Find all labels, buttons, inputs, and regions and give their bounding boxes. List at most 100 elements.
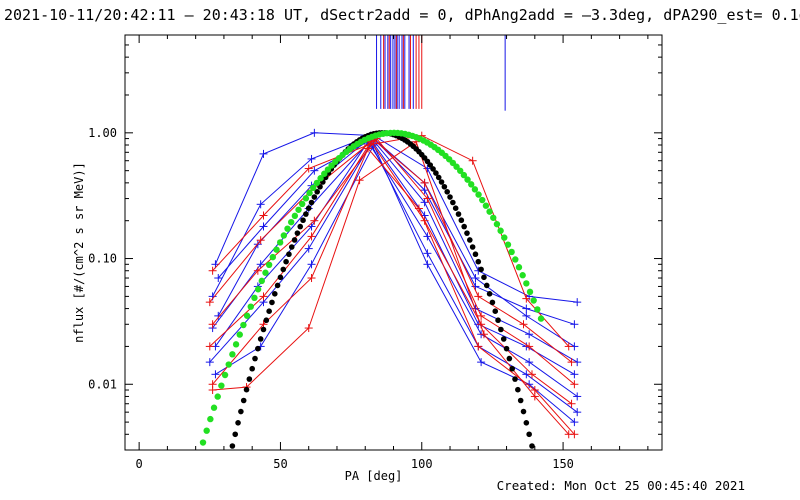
fit-point-black bbox=[444, 189, 451, 195]
fit-point-black bbox=[458, 217, 465, 224]
fit-point-green bbox=[199, 439, 207, 446]
data-point-red bbox=[355, 176, 364, 185]
fit-point-black bbox=[280, 266, 287, 273]
y-tick-label: 0.01 bbox=[88, 377, 117, 391]
fit-point-green bbox=[501, 234, 508, 241]
data-point-red bbox=[567, 399, 576, 408]
data-point-blue bbox=[471, 282, 480, 291]
fit-point-green bbox=[247, 303, 254, 310]
fit-point-black bbox=[450, 199, 456, 206]
x-tick-label: 50 bbox=[273, 457, 287, 471]
fit-point-black bbox=[277, 274, 284, 281]
data-point-blue bbox=[307, 260, 316, 269]
data-point-red bbox=[304, 164, 313, 173]
fit-point-black bbox=[455, 211, 462, 217]
fit-point-black bbox=[447, 194, 453, 200]
fit-point-black bbox=[269, 299, 275, 306]
data-point-blue bbox=[573, 408, 582, 417]
fit-point-green bbox=[291, 212, 299, 220]
fit-point-green bbox=[512, 256, 519, 263]
fit-point-black bbox=[274, 282, 281, 289]
fit-point-green bbox=[504, 241, 512, 248]
fit-point-green bbox=[258, 277, 265, 285]
fit-point-green bbox=[269, 253, 277, 261]
data-point-blue bbox=[471, 274, 480, 283]
fit-point-green bbox=[313, 179, 321, 187]
fit-point-green bbox=[534, 306, 541, 313]
fit-point-green bbox=[302, 195, 310, 202]
data-point-blue bbox=[525, 330, 534, 339]
data-point-blue bbox=[214, 274, 223, 283]
data-point-red bbox=[423, 194, 432, 203]
fit-point-black bbox=[308, 199, 315, 206]
fit-point-green bbox=[497, 227, 504, 234]
data-point-blue bbox=[570, 320, 579, 329]
data-point-red bbox=[530, 386, 539, 395]
fit-point-black bbox=[461, 223, 467, 230]
fit-point-green bbox=[475, 191, 482, 198]
series-line-red bbox=[212, 135, 570, 347]
y-tick-label: 1.00 bbox=[88, 126, 117, 140]
fit-point-black bbox=[506, 355, 513, 362]
data-point-red bbox=[307, 232, 316, 241]
axes-group: 0 50 100 150 0.01 0.10 1.00 bbox=[88, 34, 662, 471]
data-point-red bbox=[208, 320, 217, 329]
fit-point-green bbox=[284, 225, 291, 232]
x-tick-label: 150 bbox=[552, 457, 574, 471]
fit-point-green bbox=[530, 297, 537, 304]
fit-point-black bbox=[238, 408, 244, 415]
fit-point-black bbox=[464, 230, 470, 236]
fit-point-black bbox=[515, 386, 521, 393]
series-line-blue bbox=[214, 140, 578, 397]
fit-point-green bbox=[464, 176, 471, 183]
fit-point-black bbox=[249, 365, 255, 372]
fit-point-black bbox=[243, 386, 250, 393]
data-point-red bbox=[310, 216, 319, 225]
fit-point-black bbox=[517, 397, 524, 404]
data-point-blue bbox=[525, 358, 534, 367]
fit-point-black bbox=[229, 443, 236, 449]
fit-point-green bbox=[537, 315, 545, 322]
fit-point-black bbox=[467, 237, 473, 243]
fit-point-green bbox=[508, 248, 515, 256]
fit-point-green bbox=[526, 288, 534, 296]
fit-point-black bbox=[300, 217, 306, 224]
fit-point-green bbox=[295, 206, 302, 213]
fit-point-black bbox=[427, 162, 434, 168]
data-point-blue bbox=[307, 154, 316, 163]
fit-point-green bbox=[287, 218, 295, 226]
vertical-marker-group bbox=[376, 35, 506, 111]
fit-point-black bbox=[503, 345, 510, 352]
series-line-blue bbox=[217, 137, 575, 347]
fit-point-green bbox=[265, 261, 273, 269]
data-point-red bbox=[208, 380, 217, 389]
data-point-red bbox=[522, 294, 531, 303]
data-point-red bbox=[304, 324, 313, 333]
fit-point-black bbox=[441, 183, 448, 190]
fit-point-black bbox=[520, 408, 527, 415]
data-point-red bbox=[564, 342, 573, 351]
fit-point-black bbox=[478, 266, 484, 273]
data-point-blue bbox=[310, 128, 319, 137]
fit-point-green bbox=[276, 239, 284, 246]
data-point-blue bbox=[256, 260, 265, 269]
data-point-red bbox=[570, 430, 579, 439]
fit-point-black bbox=[469, 244, 476, 250]
data-point-blue bbox=[259, 149, 268, 158]
fit-point-green bbox=[207, 415, 214, 423]
fit-point-green bbox=[232, 341, 240, 348]
fit-point-green bbox=[203, 427, 210, 434]
fit-point-green bbox=[523, 280, 530, 287]
fit-point-black bbox=[240, 397, 247, 404]
data-point-red bbox=[256, 236, 265, 245]
fit-point-green bbox=[317, 175, 324, 182]
fit-point-black bbox=[263, 317, 270, 324]
fit-point-black bbox=[529, 443, 535, 449]
fit-point-green bbox=[262, 269, 269, 276]
fit-point-green bbox=[519, 272, 526, 279]
fit-point-black bbox=[492, 308, 499, 315]
data-point-blue bbox=[522, 311, 531, 320]
data-point-red bbox=[208, 266, 217, 275]
fit-point-black bbox=[486, 291, 493, 297]
